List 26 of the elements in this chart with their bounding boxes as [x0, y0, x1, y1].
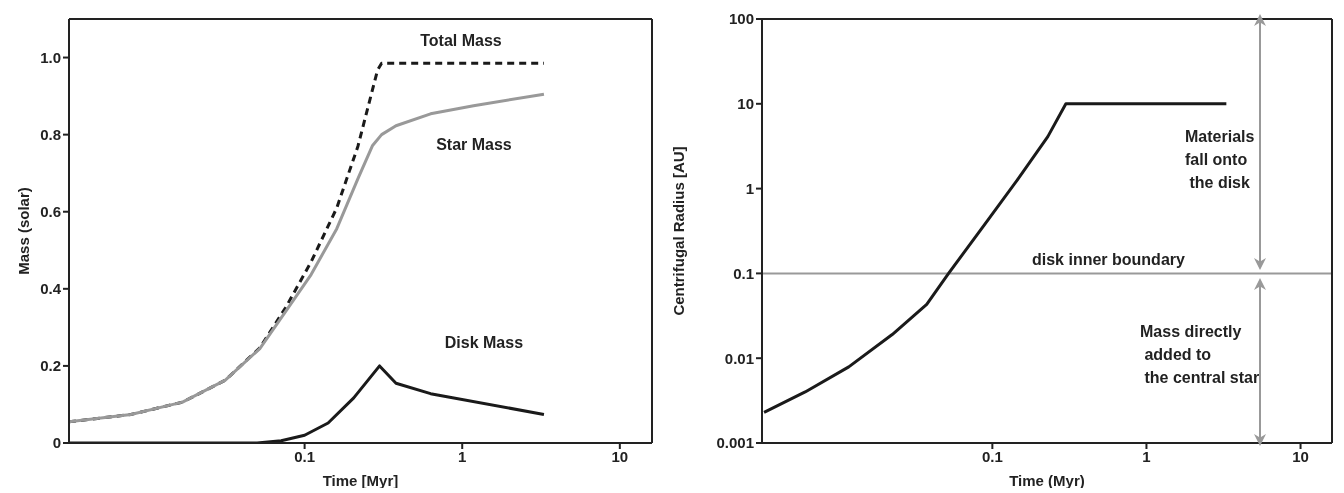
y-tick-label: 0.6	[40, 203, 61, 221]
x-tick-label: 1	[458, 447, 467, 465]
y-tick-label: 0.2	[40, 357, 61, 375]
x-tick-label: 0.1	[981, 447, 1003, 465]
y-axis-title: Mass (solar)	[15, 187, 33, 275]
y-tick-label: 1	[745, 179, 754, 197]
text: Disk Mass	[444, 334, 524, 352]
y-tick-label: 100	[728, 10, 754, 28]
y-tick-label: 0.01	[724, 349, 754, 367]
y-tick-label: 0.4	[40, 280, 62, 298]
y-tick-label: 0	[52, 434, 61, 452]
y-tick-label: 0.001	[716, 434, 754, 452]
x-tick-label: 1	[1142, 447, 1151, 465]
x-tick-label: 0.1	[294, 447, 316, 465]
x-tick-label: 10	[1292, 447, 1309, 465]
ref-line-label: disk inner boundary	[1032, 251, 1186, 269]
y-tick-label: 10	[737, 95, 754, 113]
y-tick-label: 0.8	[40, 125, 61, 143]
annotation: Mass directly added to the central star	[1140, 322, 1260, 388]
y-tick-label: 0.1	[733, 264, 754, 282]
y-tick-label: 1.0	[40, 48, 61, 66]
x-tick-label: 10	[611, 447, 629, 465]
series-label: Total Mass	[420, 32, 502, 50]
series-label: Star Mass	[436, 136, 512, 154]
y-axis-title: Centrifugal Radius [AU]	[670, 146, 688, 316]
annotation: Materials fall onto the disk	[1185, 127, 1255, 193]
